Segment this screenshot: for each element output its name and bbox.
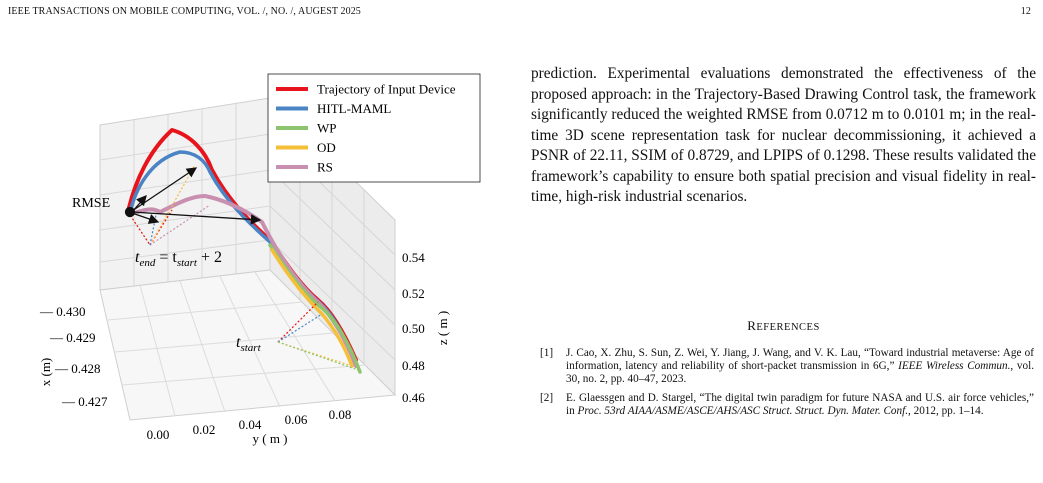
x-tick-label: — 0.428 [54, 361, 101, 376]
y-tick-label: 0.08 [329, 407, 352, 422]
z-axis-ticks: 0.54 0.52 0.50 0.48 0.46 [402, 250, 425, 405]
x-axis-label: x (m) [38, 358, 53, 387]
projection-lines [127, 164, 359, 371]
journal-title: IEEE TRANSACTIONS ON MOBILE COMPUTING, V… [8, 6, 361, 17]
legend-label: RS [317, 160, 333, 175]
y-tick-label: 0.00 [147, 427, 170, 442]
legend-label: Trajectory of Input Device [317, 82, 456, 97]
references-list: [1] J. Cao, X. Zhu, S. Sun, Z. Wei, Y. Ji… [540, 347, 1034, 423]
reference-item: [1] J. Cao, X. Zhu, S. Sun, Z. Wei, Y. Ji… [540, 347, 1034, 387]
z-tick-label: 0.50 [402, 321, 425, 336]
reference-number: [1] [540, 347, 554, 359]
floor-pane [99, 269, 397, 421]
reference-text: J. Cao, X. Zhu, S. Sun, Z. Wei, Y. Jiang… [566, 347, 1035, 386]
body-paragraph: prediction. Experimental evaluations dem… [531, 65, 1036, 205]
y-axis-ticks: 0.00 0.02 0.04 0.06 0.08 [147, 407, 352, 442]
t-end-annotation: tend = tstart + 2 [135, 249, 222, 269]
z-tick-label: 0.52 [402, 286, 425, 301]
trajectory-3d-figure: Trajectory of Input Device HITL-MAML WP OD R… [38, 73, 481, 446]
y-axis-label: y ( m ) [252, 431, 287, 446]
running-header: IEEE TRANSACTIONS ON MOBILE COMPUTING, V… [0, 6, 1043, 20]
x-axis-ticks: — 0.430 — 0.429 — 0.428 — 0.427 [39, 304, 108, 409]
rmse-arrows [124, 167, 262, 225]
legend: Trajectory of Input Device HITL-MAML WP OD R… [267, 73, 481, 183]
legend-label: WP [317, 121, 337, 136]
x-tick-label: — 0.427 [61, 394, 108, 409]
y-tick-label: 0.04 [239, 417, 262, 432]
references-heading: REFERENCES [747, 318, 820, 333]
z-axis-label: z ( m ) [435, 311, 450, 345]
page-number: 12 [1020, 6, 1031, 17]
legend-label: HITL-MAML [317, 101, 391, 116]
y-tick-label: 0.06 [285, 412, 308, 427]
z-tick-label: 0.46 [402, 390, 425, 405]
z-tick-label: 0.54 [402, 250, 425, 265]
y-tick-label: 0.02 [193, 422, 216, 437]
reference-text: E. Glaessgen and D. Stargel, “The digita… [566, 391, 1034, 417]
rmse-label: RMSE [72, 196, 110, 211]
reference-number: [2] [540, 391, 554, 404]
legend-label: OD [317, 140, 336, 155]
t-start-annotation: tstart [236, 334, 262, 354]
reference-item: [2] E. Glaessgen and D. Stargel, “The dig… [540, 392, 1034, 418]
body-column: prediction. Experimental evaluations dem… [531, 64, 1036, 208]
x-tick-label: — 0.429 [49, 330, 96, 345]
z-tick-label: 0.48 [402, 358, 425, 373]
x-tick-label: — 0.430 [39, 304, 86, 319]
